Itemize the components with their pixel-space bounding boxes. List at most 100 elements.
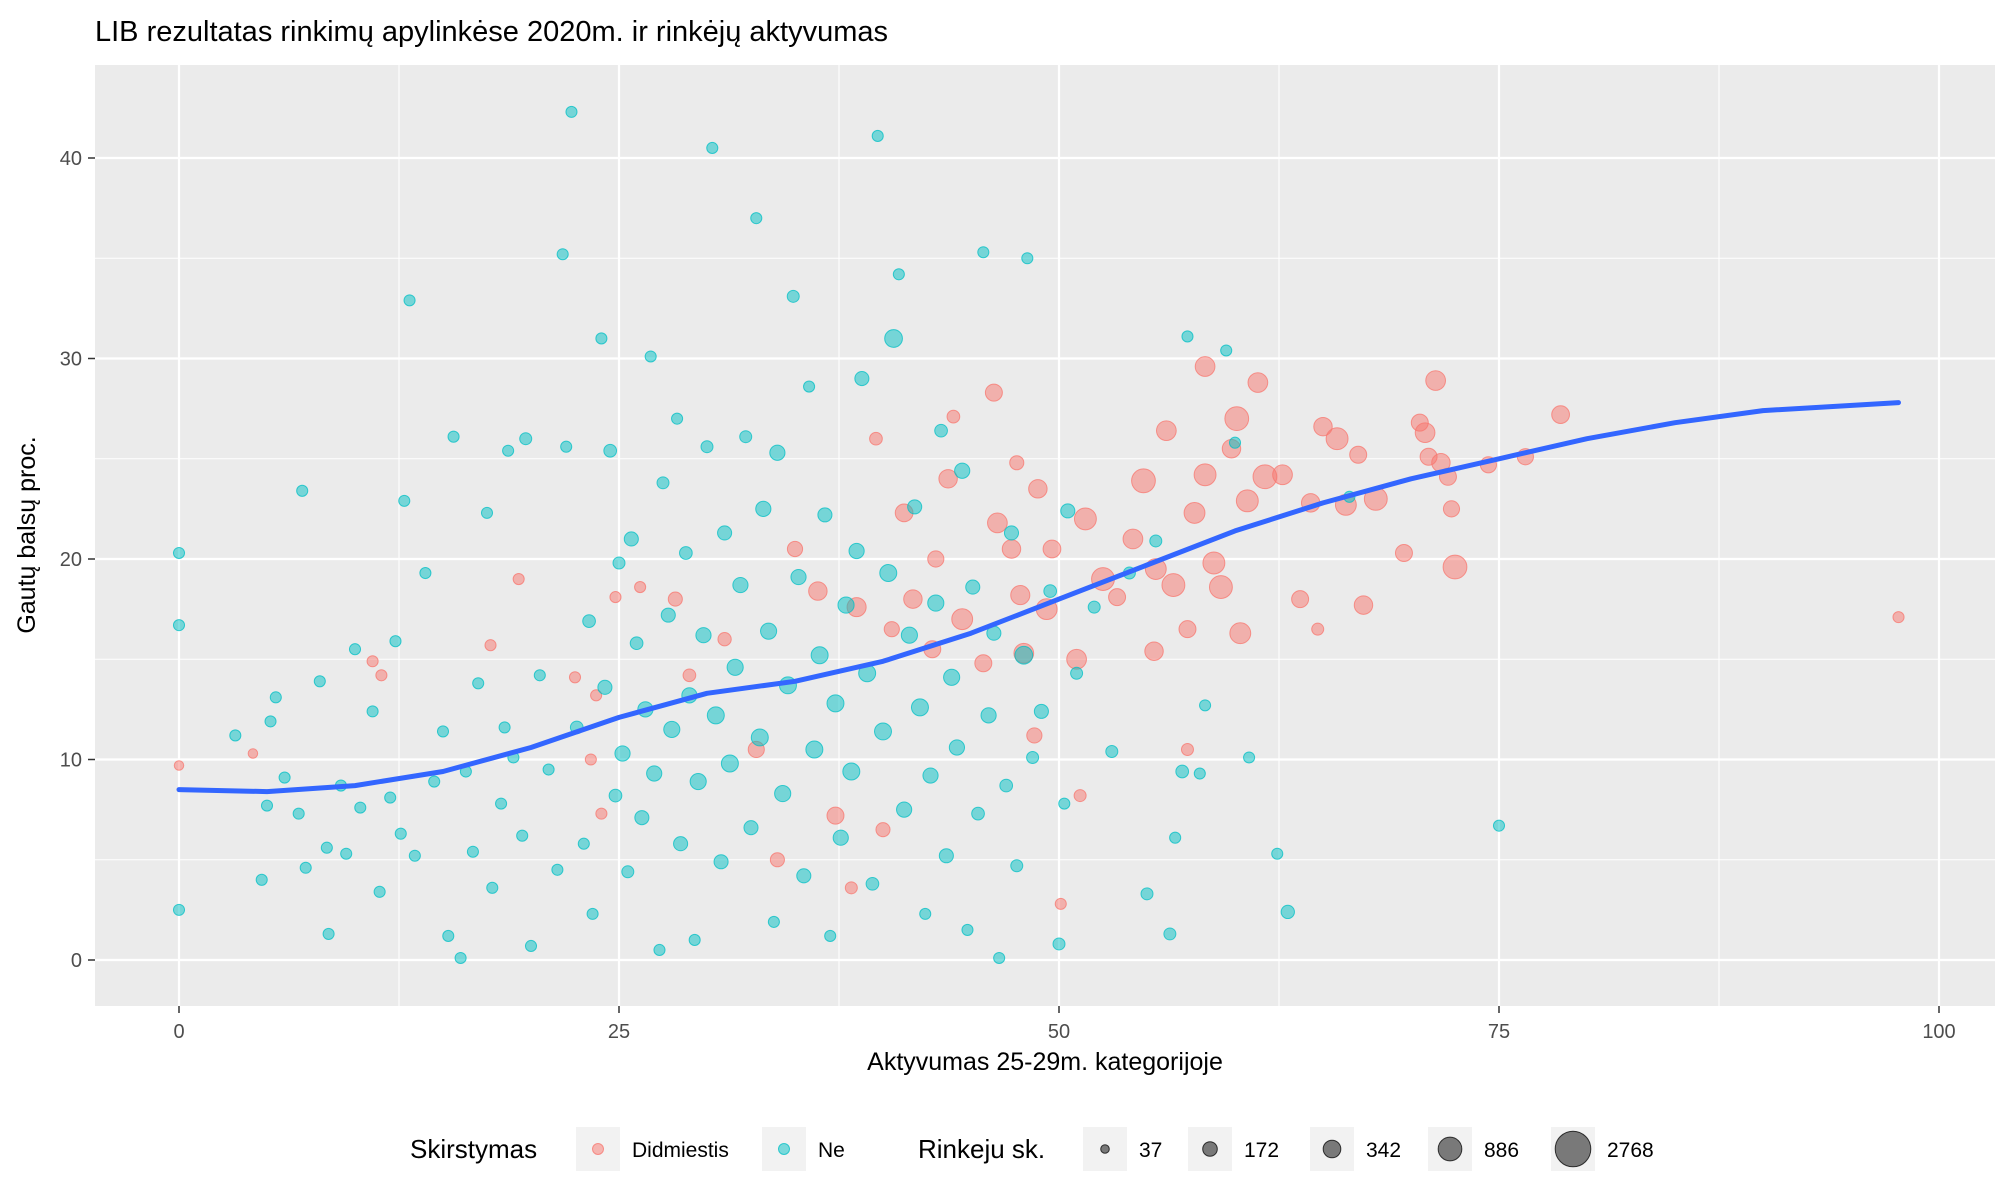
size-legend-title: Rinkeju sk. (918, 1134, 1045, 1164)
data-point (695, 627, 712, 644)
data-points (172, 105, 1905, 965)
data-point (1169, 831, 1182, 844)
data-point (1043, 584, 1058, 598)
data-point (582, 614, 596, 629)
data-point (826, 694, 845, 713)
data-point (1108, 588, 1127, 607)
data-point (961, 923, 974, 936)
data-point (524, 939, 538, 953)
data-point (1492, 819, 1506, 832)
data-point (1194, 356, 1216, 377)
legend-key-symbol (1554, 1130, 1592, 1168)
data-point (603, 443, 618, 458)
data-point (769, 852, 785, 868)
data-point (621, 865, 635, 879)
data-point (824, 929, 837, 942)
data-point (842, 762, 861, 781)
data-point (375, 669, 388, 682)
data-point (568, 671, 582, 684)
data-point (755, 500, 772, 517)
y-tick-label: 0 (71, 950, 82, 972)
data-point (837, 596, 855, 614)
data-point (1220, 344, 1233, 357)
data-point (296, 484, 309, 497)
data-point (1313, 416, 1333, 437)
data-point (354, 801, 367, 814)
data-point (769, 444, 786, 461)
data-point (1060, 503, 1076, 519)
data-point (542, 763, 555, 776)
data-point (805, 740, 824, 759)
data-point (943, 668, 961, 686)
data-point (398, 494, 411, 507)
data-point (384, 791, 397, 804)
data-point (1122, 528, 1144, 550)
data-point (903, 589, 923, 609)
data-point (854, 371, 870, 387)
data-point (1156, 420, 1177, 442)
data-point (948, 739, 966, 756)
data-point (682, 668, 697, 683)
data-point (884, 329, 903, 348)
data-point (803, 380, 816, 393)
data-point (796, 868, 812, 884)
data-point (987, 512, 1008, 534)
data-point (172, 903, 186, 916)
data-point (1353, 595, 1374, 615)
data-point (1144, 641, 1164, 661)
data-point (1193, 767, 1206, 780)
data-point (1271, 847, 1284, 860)
data-point (977, 246, 990, 259)
data-point (1026, 751, 1040, 764)
data-point (299, 861, 312, 874)
data-point (560, 440, 573, 453)
data-point (660, 607, 676, 623)
data-point (516, 829, 529, 842)
legend-label: 2768 (1607, 1139, 1654, 1162)
data-point (608, 788, 623, 803)
data-point (1280, 904, 1295, 920)
data-point (466, 845, 479, 858)
data-point (688, 933, 701, 946)
data-point (533, 669, 546, 682)
data-point (447, 430, 460, 443)
data-point (1028, 479, 1048, 499)
data-point (810, 646, 829, 665)
data-point (927, 594, 945, 612)
data-point (646, 765, 663, 782)
data-point (1229, 622, 1252, 645)
data-point (629, 636, 644, 651)
data-point (1325, 427, 1349, 451)
data-point (597, 679, 613, 695)
data-point (614, 745, 631, 762)
data-point (1073, 507, 1097, 531)
data-point (844, 881, 858, 895)
data-point (480, 506, 494, 519)
data-point (946, 409, 961, 424)
data-point (938, 469, 958, 489)
data-point (1131, 468, 1156, 494)
data-point (1183, 501, 1206, 524)
data-point (551, 863, 564, 876)
data-point (767, 915, 780, 928)
data-point (732, 576, 749, 594)
data-point (436, 725, 450, 738)
data-point (590, 689, 603, 702)
data-point (826, 806, 845, 825)
data-point (1442, 500, 1461, 518)
data-point (278, 771, 291, 784)
data-point (713, 854, 729, 870)
data-point (786, 540, 804, 558)
data-point (1892, 611, 1905, 624)
data-point (717, 632, 732, 647)
data-point (1073, 789, 1087, 803)
data-point (700, 440, 714, 454)
data-point (750, 212, 763, 225)
data-point (1014, 645, 1034, 665)
data-point (673, 836, 689, 852)
data-point (442, 929, 455, 942)
data-point (907, 499, 923, 515)
legend-label: 172 (1244, 1139, 1279, 1162)
data-point (879, 564, 898, 583)
